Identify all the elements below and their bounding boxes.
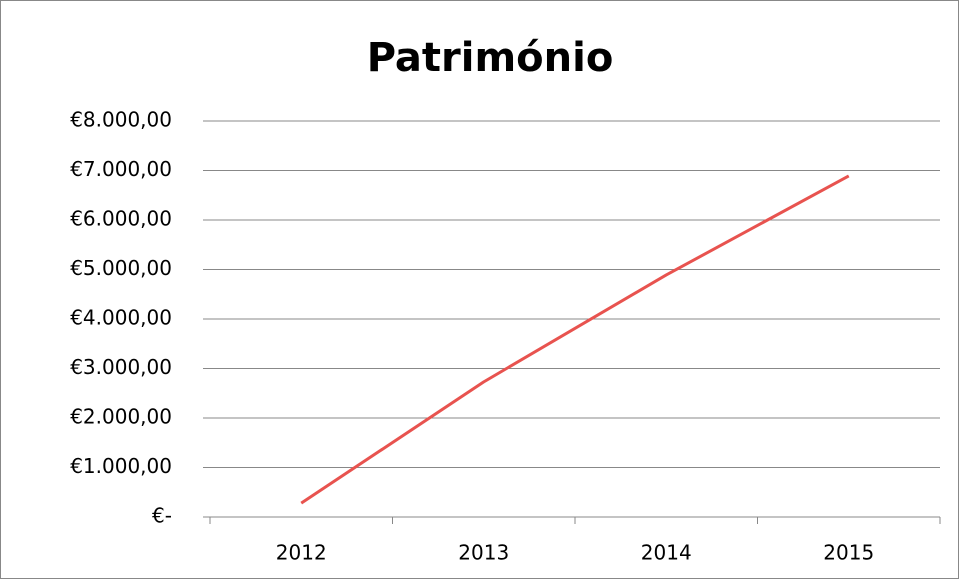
x-tick-label: 2015 <box>823 541 874 565</box>
x-tick-label: 2014 <box>641 541 692 565</box>
y-tick-label: €3.000,00 <box>70 355 172 379</box>
chart-title: Património <box>367 35 614 81</box>
y-tick-label: €2.000,00 <box>70 405 172 429</box>
y-tick-label: €5.000,00 <box>70 256 172 280</box>
x-tick-label: 2013 <box>458 541 509 565</box>
y-tick-label: €8.000,00 <box>70 108 172 132</box>
y-tick-label: €7.000,00 <box>70 157 172 181</box>
x-tick-label: 2012 <box>276 541 327 565</box>
y-tick-label: €4.000,00 <box>70 306 172 330</box>
data-line <box>300 174 850 505</box>
y-tick-label: €1.000,00 <box>70 454 172 478</box>
y-tick-label: €- <box>152 504 172 528</box>
y-tick-label: €6.000,00 <box>70 207 172 231</box>
